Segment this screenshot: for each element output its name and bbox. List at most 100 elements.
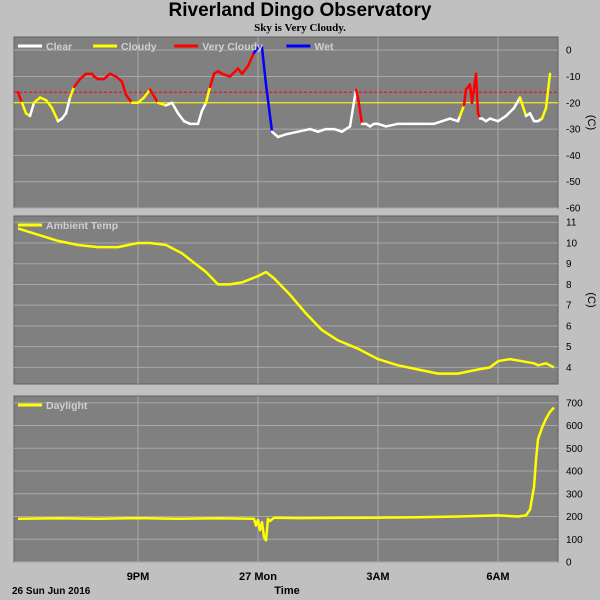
sky-temp-segment [78,72,88,81]
sky-temp-segment [462,88,468,107]
sky-temp-segment [340,125,352,133]
sky-temp-segment [28,101,36,118]
sky-temp-segment [228,67,240,78]
sky-temp-segment [544,72,552,110]
y-tick-label: -20 [566,98,581,109]
x-axis-label: Time [274,585,299,597]
sky-temp-segment [114,75,124,83]
y-tick-label: 600 [566,421,583,432]
legend-label: Cloudy [121,41,157,53]
sky-temp-segment [518,96,528,118]
y-tick-label: 0 [566,558,572,569]
sky-temp-segment [196,109,204,126]
sky-temp-segment [384,122,400,128]
sky-temp-segment [220,72,232,78]
legend-label: Wet [314,41,334,53]
panel-daylight: 700 600 500 400 300 200 100 0 Daylight [13,395,583,569]
sky-temp-segment [264,83,274,133]
sky-temp-segment [170,101,180,115]
sky-temp-segment [44,98,54,110]
legend-label: Very Cloudy [202,41,263,53]
sky-temp-segment [200,101,208,112]
panel-sky: 0 -10 -20 -30 -40 -50 -60 (C) Clear Cloudy Very Cl… [13,36,597,215]
y-tick-label: -50 [566,177,581,188]
sky-temp-segment [64,96,72,115]
sky-temp-segment [176,112,186,123]
daylight-series-line [17,406,555,542]
y-tick-label: 700 [566,398,583,409]
plot-area [13,395,559,563]
y-axis-label: (C) [585,115,597,130]
sky-temp-segment [102,72,112,81]
sky-temp-segment [32,96,42,105]
sky-temp-segment [376,122,388,128]
sky-temp-segment [356,96,364,126]
sky-temp-segment [260,46,268,86]
sky-temp-segment [284,130,300,136]
sky-temp-segment [16,90,24,105]
y-tick-label: 400 [566,467,583,478]
x-tick-label: 6AM [486,571,509,583]
y-tick-label: 4 [566,363,572,374]
legend-label: Ambient Temp [46,220,118,232]
sky-temp-segment [136,96,146,105]
ambient-series-line [17,227,555,375]
sky-temp-segment [316,127,328,133]
x-tick-label: 3AM [366,571,389,583]
sky-temp-segment [276,133,288,139]
y-tick-label: -40 [566,151,581,162]
x-tick-label: 27 Mon [239,571,277,583]
y-tick-label: 5 [566,342,572,353]
sky-temp-segment [458,104,466,118]
sky-temp-segment [142,88,152,99]
sky-temp-segment [332,127,344,133]
legend-label: Daylight [46,400,88,412]
sky-status-text: Sky is Very Cloudy. [254,22,346,34]
sky-temp-segment [208,72,216,89]
page-title: Riverland Dingo Observatory [168,0,432,21]
plot-area [13,36,559,209]
sky-temp-segment [124,93,134,105]
sky-temp-segment [296,127,312,133]
y-tick-label: 9 [566,259,572,270]
sky-temp-segment [308,127,320,133]
y-tick-label: -30 [566,125,581,136]
legend-label: Clear [46,41,72,53]
sky-temp-segment [148,88,160,105]
y-tick-label: 7 [566,301,572,312]
panel-ambient: 11 10 9 8 7 6 5 4 (C) Ambient Temp [13,215,597,385]
sky-temp-segment [240,64,250,76]
sky-temp-segment [504,106,516,118]
sky-temp-segment [488,117,500,123]
y-tick-label: 300 [566,489,583,500]
sky-temp-segment [474,72,480,115]
sky-temp-segment [156,101,168,107]
sky-temp-segment [246,51,256,68]
sky-temp-segment [440,117,452,123]
sky-temp-segment [528,112,536,123]
y-axis-label: (C) [585,292,597,307]
y-tick-label: 11 [566,218,577,229]
sky-temp-segment [354,88,360,99]
sky-temp-segment [20,101,28,115]
sky-temp-segment [540,106,548,120]
y-tick-label: 100 [566,535,583,546]
date-label: 26 Sun Jun 2016 [12,586,91,597]
sky-temp-segment [270,130,280,139]
y-tick-label: 500 [566,444,583,455]
sky-temp-segment [204,85,212,105]
sky-temp-segment [496,114,508,123]
sky-temp-segment [512,96,522,110]
x-tick-label: 9PM [127,571,150,583]
sky-temp-segment [68,85,76,99]
y-tick-label: 0 [566,46,572,57]
y-tick-label: 200 [566,512,583,523]
y-tick-label: -10 [566,72,581,83]
y-tick-label: 10 [566,238,578,249]
sky-temp-segment [432,119,444,126]
sky-temp-segment [348,88,358,128]
sky-temp-segment [50,106,60,123]
sky-temp-segment [448,117,460,123]
